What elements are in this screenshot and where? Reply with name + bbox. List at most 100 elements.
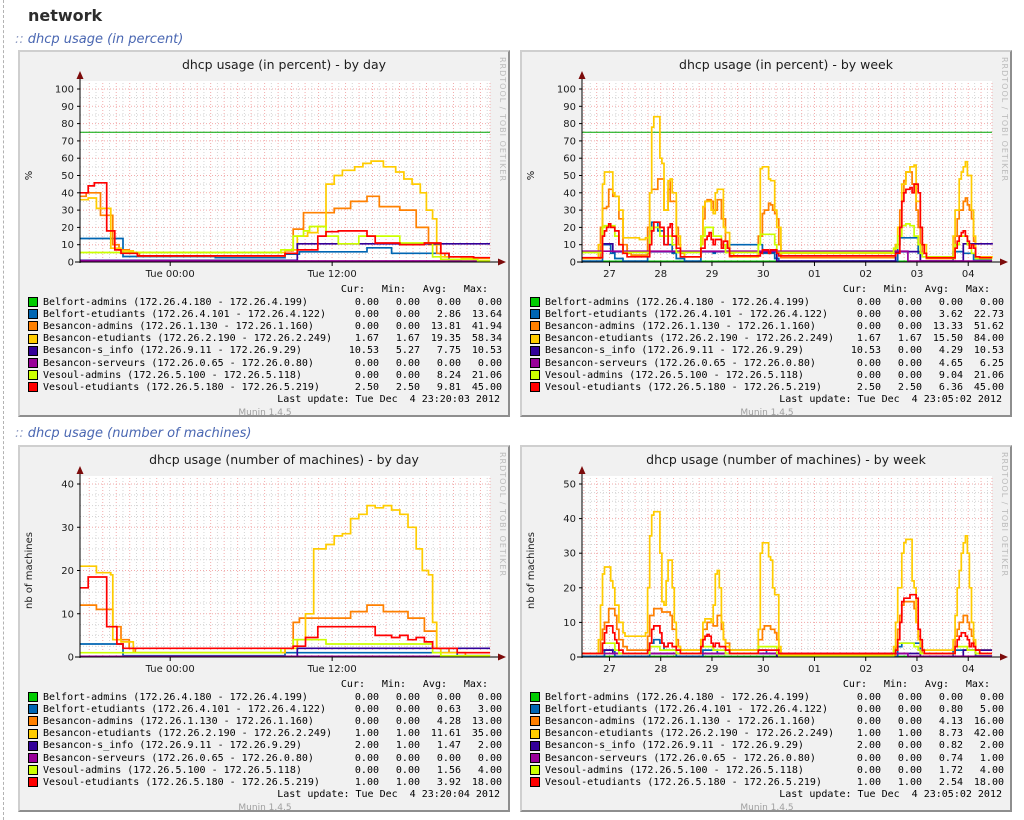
value-avg: 0.74: [938, 752, 963, 764]
chart-title: dhcp usage (number of machines) - by day: [149, 452, 419, 467]
legend-header: Cur: Min: Avg: Max:: [530, 284, 1004, 296]
legend-row: Besancon-serveurs (172.26.0.65 - 172.26.…: [530, 752, 1004, 764]
series-label: Besancon-s_info (172.26.9.11 - 172.26.9.…: [43, 345, 302, 357]
rrdtool-watermark: RRDTOOL / TOBI OETIKER: [1000, 57, 1009, 183]
last-update-text: Last update: Tue Dec 4 23:20:04 2012: [277, 788, 500, 800]
x-axis-arrow-icon: [1000, 258, 1008, 266]
legend-row: Besancon-admins (172.26.1.130 - 172.26.1…: [28, 715, 502, 727]
x-tick-label: 01: [808, 269, 821, 280]
value-max: 2.00: [979, 740, 1004, 752]
value-min: 1.00: [395, 728, 420, 740]
series-swatch: [28, 728, 38, 739]
series-label: Belfort-etudiants (172.26.4.101 - 172.26…: [545, 308, 828, 320]
value-min: 0.00: [395, 296, 420, 308]
legend-row: Belfort-etudiants (172.26.4.101 - 172.26…: [530, 703, 1004, 715]
value-max: 35.00: [471, 728, 502, 740]
x-tick-label: 03: [911, 269, 924, 280]
y-tick-label: 0: [570, 258, 576, 269]
y-axis-arrow-icon: [578, 466, 586, 474]
y-tick-label: 40: [563, 188, 576, 199]
legend-column-header: Min:: [381, 679, 406, 690]
series-swatch: [530, 370, 540, 381]
value-cur: 0.00: [354, 764, 379, 776]
series-swatch: [28, 692, 38, 703]
series-line-Vesoul-etudiants: [582, 593, 992, 655]
graph-dhcp-machines-by-week[interactable]: RRDTOOL / TOBI OETIKER 0 10 20 30 40 50 27 28 29 3…: [520, 445, 1012, 813]
x-axis-arrow-icon: [498, 653, 506, 661]
graph-legend: Cur: Min: Avg: Max: Belfort-admins (172.26.4…: [530, 284, 1004, 418]
series-label: Vesoul-etudiants (172.26.5.180 - 172.26.…: [545, 776, 822, 788]
value-max: 0.00: [477, 691, 502, 703]
value-avg: 9.04: [938, 369, 963, 381]
y-tick-label: 20: [563, 583, 576, 594]
legend-column-header: Avg:: [422, 679, 447, 690]
value-min: 0.00: [395, 703, 420, 715]
series-swatch: [530, 777, 540, 788]
legend-row: Vesoul-etudiants (172.26.5.180 - 172.26.…: [28, 776, 502, 788]
section-link-machines: :: dhcp usage (number of machines): [15, 426, 251, 441]
value-min: 0.00: [897, 320, 922, 332]
section-anchor-machines[interactable]: dhcp usage (number of machines): [27, 426, 252, 441]
x-tick-label: Tue 00:00: [145, 664, 195, 675]
y-tick-label: 20: [563, 223, 576, 234]
value-min: 0.00: [897, 703, 922, 715]
legend-column-header: Avg:: [422, 284, 447, 295]
value-avg: 2.86: [436, 308, 461, 320]
series-line-Vesoul-etudiants: [80, 576, 490, 654]
graph-dhcp-percent-by-week[interactable]: RRDTOOL / TOBI OETIKER 0 10 20 30 40 50 60 70 80 9…: [520, 50, 1012, 418]
y-tick-label: 50: [563, 480, 576, 491]
value-max: 16.00: [973, 715, 1004, 727]
y-tick-label: 90: [563, 102, 576, 113]
x-tick-label: 04: [962, 664, 975, 675]
value-max: 84.00: [973, 333, 1004, 345]
value-avg: 19.35: [430, 333, 461, 345]
series-swatch: [28, 777, 38, 788]
value-min: 2.50: [395, 381, 420, 393]
value-cur: 0.00: [856, 357, 881, 369]
value-max: 0.00: [979, 296, 1004, 308]
y-tick-label: 30: [61, 523, 74, 534]
value-cur: 2.00: [354, 740, 379, 752]
series-label: Belfort-etudiants (172.26.4.101 - 172.26…: [43, 308, 326, 320]
section-anchor-percent[interactable]: dhcp usage (in percent): [27, 32, 184, 47]
series-swatch: [530, 765, 540, 776]
series-swatch: [530, 740, 540, 751]
value-min: 0.00: [395, 357, 420, 369]
value-avg: 3.62: [938, 308, 963, 320]
page-title: network: [28, 6, 103, 25]
frame-border: [3, 0, 4, 820]
y-tick-label: 0: [68, 653, 74, 664]
y-tick-label: 0: [570, 653, 576, 664]
graph-dhcp-percent-by-day[interactable]: RRDTOOL / TOBI OETIKER 0 10 20 30 40 50 60 70 80 9…: [18, 50, 510, 418]
legend-row: Belfort-etudiants (172.26.4.101 - 172.26…: [530, 308, 1004, 320]
value-max: 1.00: [979, 752, 1004, 764]
value-cur: 0.00: [354, 703, 379, 715]
legend-column-header: Max:: [965, 284, 990, 295]
graph-dhcp-machines-by-day[interactable]: RRDTOOL / TOBI OETIKER 0 10 20 30 40 Tue 00:00…: [18, 445, 510, 813]
legend-row: Besancon-admins (172.26.1.130 - 172.26.1…: [28, 320, 502, 332]
rrdtool-watermark: RRDTOOL / TOBI OETIKER: [498, 57, 507, 183]
series-label: Besancon-admins (172.26.1.130 - 172.26.1…: [43, 715, 314, 727]
y-tick-label: 60: [563, 154, 576, 165]
value-avg: 3.92: [436, 776, 461, 788]
value-avg: 0.00: [436, 357, 461, 369]
series-swatch: [28, 370, 38, 381]
legend-column-header: Min:: [381, 284, 406, 295]
x-tick-label: 04: [962, 269, 975, 280]
x-tick-label: 03: [911, 664, 924, 675]
series-swatch: [530, 382, 540, 393]
value-min: 0.00: [395, 715, 420, 727]
y-tick-label: 10: [61, 609, 74, 620]
value-avg: 15.50: [932, 333, 963, 345]
value-cur: 1.00: [354, 776, 379, 788]
value-min: 0.00: [897, 369, 922, 381]
y-axis-label: nb of machines: [526, 532, 537, 609]
value-cur: 0.00: [354, 320, 379, 332]
series-line-Vesoul-etudiants: [582, 183, 992, 259]
section-link-percent: :: dhcp usage (in percent): [15, 32, 183, 47]
value-cur: 1.67: [856, 333, 881, 345]
series-swatch: [530, 358, 540, 369]
legend-column-header: Max:: [965, 679, 990, 690]
series-swatch: [28, 740, 38, 751]
y-tick-label: 10: [563, 240, 576, 251]
